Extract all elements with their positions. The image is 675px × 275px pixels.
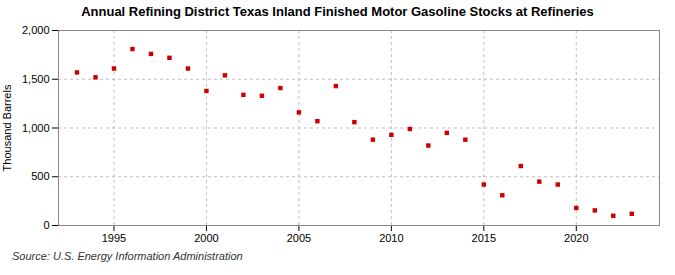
svg-text:0: 0 — [43, 219, 49, 231]
svg-text:2000: 2000 — [194, 232, 218, 244]
html-text:Source: U.S. Energy Informatio: Source: U.S. Energy Information Administ… — [12, 250, 243, 262]
svg-text:500: 500 — [31, 170, 49, 182]
svg-text:2010: 2010 — [379, 232, 403, 244]
svg-text:2015: 2015 — [472, 232, 496, 244]
svg-text:2,000: 2,000 — [22, 24, 50, 36]
svg-text:1995: 1995 — [102, 232, 126, 244]
svg-text:1,500: 1,500 — [22, 73, 50, 85]
html-text:Annual Refining District Texas: Annual Refining District Texas Inland Fi… — [81, 4, 594, 19]
svg-text:1,000: 1,000 — [22, 122, 50, 134]
svg-text:2020: 2020 — [564, 232, 588, 244]
svg-text:Thousand Barrels: Thousand Barrels — [1, 84, 13, 171]
svg-text:2005: 2005 — [287, 232, 311, 244]
